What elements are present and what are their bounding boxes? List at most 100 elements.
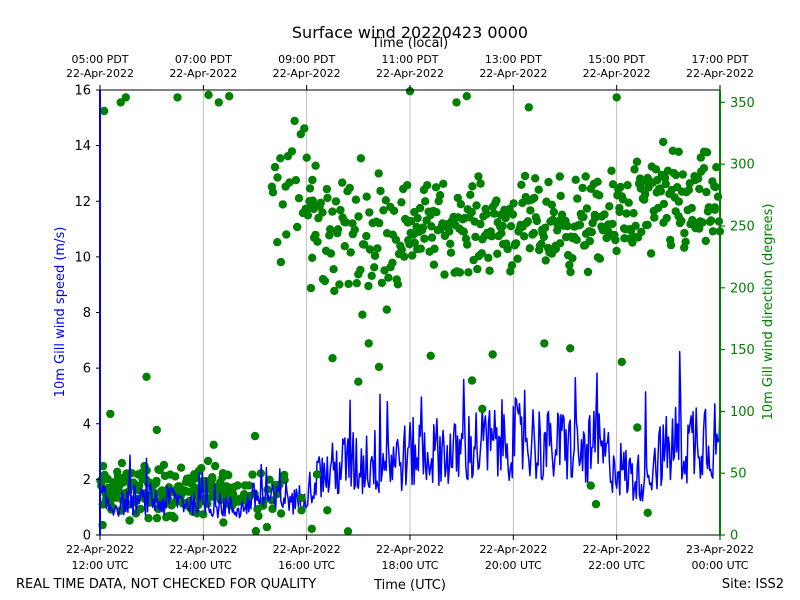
direction-point	[572, 235, 581, 244]
direction-point	[432, 208, 441, 217]
direction-point	[637, 227, 646, 237]
direction-point	[354, 377, 363, 386]
direction-point	[472, 201, 481, 210]
direction-point	[651, 165, 661, 174]
direction-point	[375, 218, 384, 228]
direction-point	[405, 87, 415, 96]
direction-point	[285, 178, 294, 187]
direction-point	[526, 206, 535, 215]
direction-point	[346, 248, 355, 257]
direction-point	[297, 506, 306, 515]
direction-point	[714, 217, 724, 226]
direction-point	[354, 212, 363, 221]
top-tick-time: 11:00 PDT	[381, 53, 438, 66]
direction-point	[478, 404, 487, 414]
direction-point	[524, 103, 533, 112]
right-tick-label: 250	[730, 219, 755, 234]
direction-point	[678, 170, 687, 179]
direction-point	[211, 461, 220, 471]
direction-point	[579, 212, 588, 222]
direction-point	[512, 239, 521, 248]
direction-point	[573, 194, 582, 203]
top-tick-time: 13:00 PDT	[485, 53, 542, 66]
direction-point	[490, 209, 499, 218]
direction-point	[612, 93, 621, 102]
direction-point	[467, 376, 477, 385]
direction-point	[493, 249, 502, 258]
direction-point	[423, 181, 432, 190]
direction-point	[403, 181, 412, 190]
direction-point	[358, 310, 367, 319]
direction-point	[615, 207, 624, 217]
right-tick-label: 350	[730, 96, 755, 111]
left-tick-label: 8	[83, 306, 91, 321]
direction-point	[397, 198, 406, 207]
direction-point	[462, 92, 471, 101]
direction-point	[582, 204, 592, 213]
direction-point	[530, 193, 539, 203]
direction-point	[370, 263, 379, 272]
direction-point	[556, 191, 565, 201]
direction-point	[152, 476, 161, 486]
direction-point	[702, 187, 711, 197]
direction-point	[659, 137, 668, 147]
direction-point	[427, 233, 437, 242]
direction-point	[365, 208, 374, 217]
direction-point	[388, 258, 397, 267]
bottom-tick-time: 22:00 UTC	[588, 559, 645, 572]
direction-point	[170, 513, 179, 523]
direction-point	[400, 252, 409, 261]
direction-point	[427, 222, 436, 231]
direction-point	[291, 176, 301, 185]
left-tick-label: 12	[74, 195, 91, 210]
direction-point	[711, 182, 720, 192]
direction-point	[555, 239, 565, 248]
bottom-tick-date: 22-Apr-2022	[169, 543, 237, 556]
bottom-tick-time: 00:00 UTC	[691, 559, 748, 572]
direction-point	[698, 218, 707, 227]
direction-point	[303, 211, 313, 220]
direction-point	[344, 279, 353, 289]
direction-point	[429, 260, 439, 269]
left-axis-ticks: 0 2 4 6 8 10 12 14 16	[74, 84, 100, 544]
direction-point	[565, 260, 574, 270]
direction-point	[712, 163, 721, 172]
direction-point	[539, 232, 549, 242]
direction-point	[382, 305, 391, 314]
direction-point	[608, 180, 618, 189]
direction-point	[661, 179, 670, 189]
direction-point	[681, 237, 690, 246]
direction-point	[591, 499, 601, 509]
direction-point	[290, 116, 299, 126]
direction-point	[364, 281, 373, 291]
left-tick-label: 0	[83, 529, 91, 544]
direction-point	[622, 209, 631, 218]
direction-point	[171, 472, 180, 481]
direction-point	[605, 202, 614, 211]
direction-point	[636, 184, 645, 193]
direction-point	[152, 513, 162, 523]
direction-point	[659, 199, 669, 209]
direction-point	[674, 197, 683, 206]
direction-point	[373, 244, 382, 253]
direction-point	[459, 227, 468, 236]
direction-point	[466, 190, 475, 199]
direction-point	[197, 464, 206, 473]
direction-point	[452, 98, 461, 107]
right-tick-label: 100	[730, 405, 755, 420]
direction-point	[341, 218, 351, 227]
top-tick-date: 22-Apr-2022	[66, 67, 134, 80]
direction-point	[384, 273, 393, 282]
direction-point	[328, 354, 337, 363]
direction-point	[587, 228, 596, 237]
direction-outliers	[98, 87, 719, 536]
direction-point	[293, 222, 302, 232]
direction-point	[581, 172, 590, 181]
direction-point	[578, 183, 587, 193]
direction-point	[225, 92, 234, 101]
direction-point	[430, 244, 439, 253]
direction-point	[350, 225, 359, 234]
direction-point	[176, 463, 186, 472]
direction-point	[477, 249, 486, 258]
direction-point	[173, 93, 182, 102]
